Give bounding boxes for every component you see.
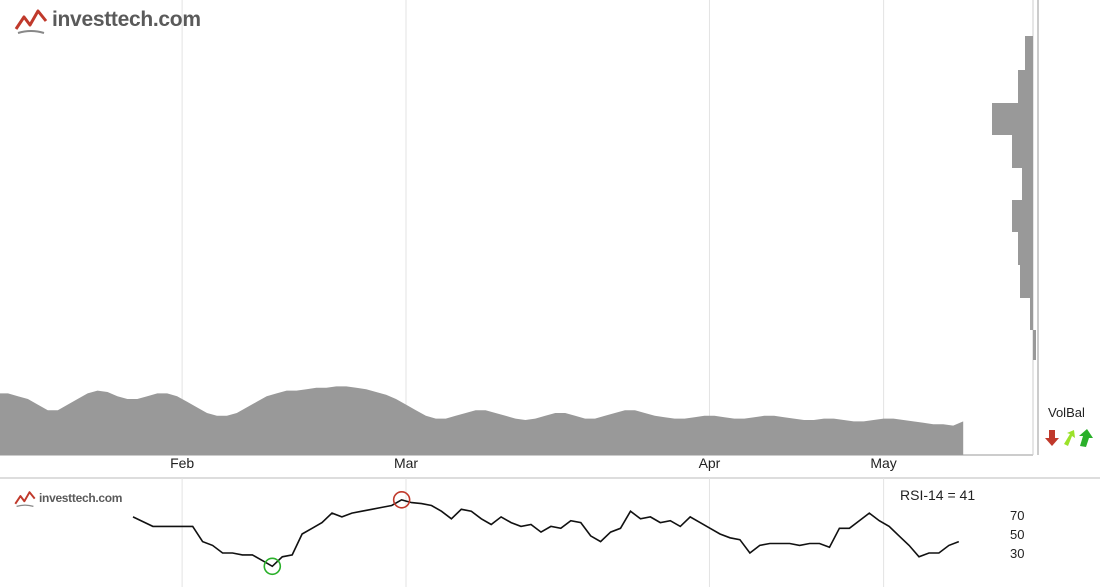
histogram-bar bbox=[1033, 330, 1036, 360]
rsi-low-ring bbox=[263, 557, 282, 576]
logo-text: investtech.com bbox=[52, 8, 201, 31]
time-axis: Feb Mar Apr May bbox=[170, 455, 897, 471]
logo-mark-icon bbox=[14, 491, 36, 508]
month-label-apr: Apr bbox=[699, 455, 721, 471]
histogram-bar bbox=[1030, 298, 1033, 330]
month-label-feb: Feb bbox=[170, 455, 194, 471]
histogram-bar bbox=[1018, 232, 1033, 265]
investtech-logo: investtech.com bbox=[14, 4, 201, 36]
month-label-mar: Mar bbox=[394, 455, 418, 471]
month-label-may: May bbox=[870, 455, 896, 471]
volbal-up-right-arrow-icon bbox=[1064, 430, 1075, 446]
rsi-tick-label: 30 bbox=[1010, 546, 1024, 561]
histogram-bar bbox=[1020, 265, 1033, 298]
volbal-arrows bbox=[1045, 429, 1093, 447]
histogram-bar bbox=[1012, 200, 1033, 232]
investtech-logo-small: investtech.com bbox=[14, 487, 122, 509]
histogram-bar bbox=[1025, 36, 1033, 70]
histogram-bar bbox=[1022, 168, 1033, 200]
volbal-label: VolBal bbox=[1048, 405, 1085, 420]
logo-mark-icon bbox=[14, 9, 48, 34]
rsi-tick-label: 70 bbox=[1010, 508, 1024, 523]
rsi-label: RSI-14 = 41 bbox=[900, 487, 975, 503]
histogram-bar bbox=[1018, 70, 1033, 103]
rsi-high-ring bbox=[392, 490, 411, 509]
rsi-indicator: 70 50 30 RSI-14 = 41 bbox=[132, 487, 1024, 576]
rsi-line bbox=[132, 498, 960, 568]
volume-by-price-histogram bbox=[992, 36, 1036, 360]
logo-text: investtech.com bbox=[39, 491, 123, 505]
histogram-bar bbox=[992, 103, 1033, 135]
volbal-up-arrow-icon bbox=[1079, 429, 1093, 447]
volume-area-shape bbox=[0, 386, 964, 455]
rsi-tick-label: 50 bbox=[1010, 527, 1024, 542]
volume-area bbox=[0, 386, 964, 455]
histogram-bar bbox=[1012, 135, 1033, 168]
volbal-down-arrow-icon bbox=[1045, 430, 1059, 446]
